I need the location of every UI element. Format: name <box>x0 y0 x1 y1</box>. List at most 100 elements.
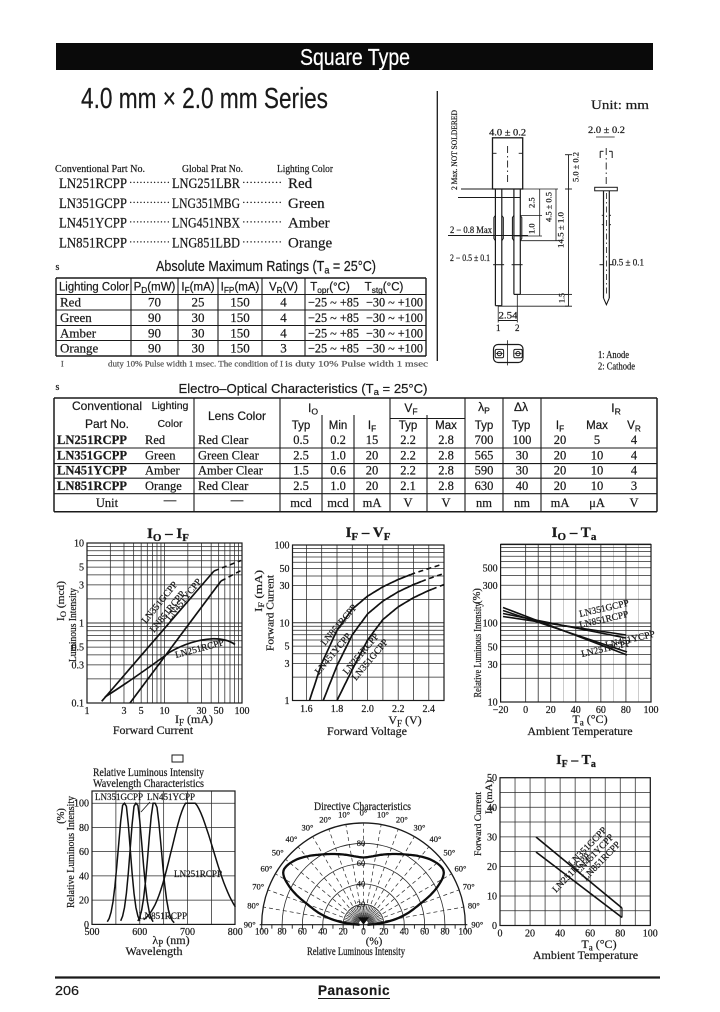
svg-text:mA: mA <box>363 496 382 510</box>
svg-text:40: 40 <box>318 927 328 937</box>
svg-text:—: — <box>230 493 244 507</box>
svg-text:90: 90 <box>148 325 161 340</box>
svg-text:Ambient Temperature: Ambient Temperature <box>527 724 632 738</box>
svg-text:(%): (%) <box>56 808 67 824</box>
svg-text:Forward Current: Forward Current <box>474 792 484 856</box>
svg-text:80: 80 <box>79 823 89 834</box>
svg-text:mcd: mcd <box>290 496 312 510</box>
svg-text:30: 30 <box>192 341 205 356</box>
svg-text:300: 300 <box>483 581 498 592</box>
svg-text:LN251RCPP: LN251RCPP <box>174 638 225 661</box>
svg-text:Relative Luminous Intensity: Relative Luminous Intensity <box>473 603 484 698</box>
svg-text:LN851RCPP: LN851RCPP <box>139 912 187 922</box>
svg-text:LN351GCPP: LN351GCPP <box>57 447 127 462</box>
svg-text:Typ: Typ <box>292 420 311 432</box>
svg-text:Min: Min <box>329 420 348 432</box>
svg-text:Δλ: Δλ <box>514 400 528 414</box>
svg-text:nm: nm <box>476 496 492 510</box>
svg-text:30: 30 <box>192 325 205 340</box>
svg-text:40°: 40° <box>286 834 298 844</box>
svg-text:30: 30 <box>280 581 290 592</box>
svg-text:mA: mA <box>551 496 570 510</box>
svg-text:1: Anode: 1: Anode <box>598 350 629 361</box>
svg-text:PD(mW): PD(mW) <box>134 282 176 296</box>
svg-text:10: 10 <box>488 698 498 709</box>
svg-text:10°: 10° <box>377 809 389 819</box>
svg-text:LN351GCPP: LN351GCPP <box>59 196 127 212</box>
svg-text:4: 4 <box>631 464 638 478</box>
svg-text:80: 80 <box>357 838 366 848</box>
svg-text:IO – IF: IO – IF <box>147 526 189 544</box>
svg-text:80°: 80° <box>247 900 259 910</box>
svg-text:0.3: 0.3 <box>72 660 85 671</box>
svg-text:20: 20 <box>366 448 379 462</box>
svg-text:Orange: Orange <box>288 235 332 251</box>
svg-text:50: 50 <box>214 706 224 717</box>
svg-text:Conventional Part No.: Conventional Part No. <box>55 164 145 175</box>
svg-text:50: 50 <box>487 773 497 784</box>
svg-text:1: 1 <box>79 619 84 630</box>
svg-text:Green: Green <box>60 310 92 325</box>
svg-text:2.54: 2.54 <box>499 311 519 321</box>
svg-text:0: 0 <box>523 705 528 716</box>
svg-text:70: 70 <box>148 295 161 310</box>
svg-text:Directive Characteristics: Directive Characteristics <box>314 801 411 813</box>
svg-text:Forward Voltage: Forward Voltage <box>327 724 407 738</box>
svg-text:IF(mA): IF(mA) <box>181 282 214 296</box>
svg-text:Red: Red <box>60 295 81 310</box>
svg-text:0: 0 <box>84 920 89 931</box>
svg-text:···········: ··········· <box>242 236 282 248</box>
svg-text:4: 4 <box>280 325 287 340</box>
svg-text:LN451YCPP: LN451YCPP <box>57 463 127 478</box>
svg-text:LN251RCPP: LN251RCPP <box>174 870 222 880</box>
svg-text:Part No.: Part No. <box>85 417 129 431</box>
svg-text:···········: ··········· <box>242 197 282 209</box>
svg-text:90: 90 <box>148 310 161 325</box>
svg-text:150: 150 <box>230 325 250 340</box>
svg-text:50: 50 <box>280 564 290 575</box>
svg-text:Amber: Amber <box>60 325 97 340</box>
svg-text:Lighting Color: Lighting Color <box>277 164 333 175</box>
svg-text:10: 10 <box>591 448 604 462</box>
svg-text:5: 5 <box>594 433 600 447</box>
svg-text:Global Prat No.: Global Prat No. <box>182 164 243 175</box>
svg-text:5: 5 <box>79 563 84 574</box>
svg-text:Panasonic: Panasonic <box>318 983 390 998</box>
svg-text:Amber Clear: Amber Clear <box>198 464 264 478</box>
svg-text:VF: VF <box>404 401 417 417</box>
svg-text:IO (mcd): IO (mcd) <box>56 580 68 621</box>
svg-text:2.8: 2.8 <box>438 479 454 493</box>
svg-text:1.0: 1.0 <box>330 479 346 493</box>
svg-text:100: 100 <box>459 927 473 937</box>
svg-text:1.5: 1.5 <box>558 293 567 303</box>
svg-text:2.2: 2.2 <box>392 704 405 715</box>
svg-text:60: 60 <box>596 705 606 716</box>
svg-text:IF – VF: IF – VF <box>346 525 391 543</box>
svg-text:20: 20 <box>554 433 567 447</box>
svg-text:10: 10 <box>487 891 497 902</box>
svg-text:V: V <box>403 496 412 510</box>
svg-text:80: 80 <box>615 929 625 940</box>
svg-text:1.0: 1.0 <box>330 448 346 462</box>
svg-text:V: V <box>441 496 450 510</box>
svg-text:3: 3 <box>631 479 637 493</box>
svg-text:50°: 50° <box>443 848 455 858</box>
svg-text:5.0 ± 0.2: 5.0 ± 0.2 <box>571 152 581 182</box>
svg-text:100: 100 <box>643 705 658 716</box>
svg-text:IFP(mA): IFP(mA) <box>221 282 260 296</box>
svg-text:206: 206 <box>55 983 79 998</box>
svg-text:0.1: 0.1 <box>72 699 85 710</box>
svg-text:Wavelength: Wavelength <box>125 944 182 958</box>
svg-text:Max: Max <box>586 420 608 432</box>
svg-text:30°: 30° <box>302 823 314 833</box>
svg-text:············: ············ <box>129 236 170 248</box>
svg-text:30: 30 <box>516 448 529 462</box>
svg-text:LN251RCPP: LN251RCPP <box>59 176 127 192</box>
svg-text:20: 20 <box>366 464 379 478</box>
svg-text:2 − 0.5 ± 0.1: 2 − 0.5 ± 0.1 <box>450 253 490 263</box>
svg-text:LN451YCPP: LN451YCPP <box>147 793 195 803</box>
svg-text:3: 3 <box>285 659 290 670</box>
svg-text:90°: 90° <box>244 920 256 930</box>
svg-text:2.5: 2.5 <box>293 448 309 462</box>
svg-text:Tstg(°C): Tstg(°C) <box>365 282 404 296</box>
